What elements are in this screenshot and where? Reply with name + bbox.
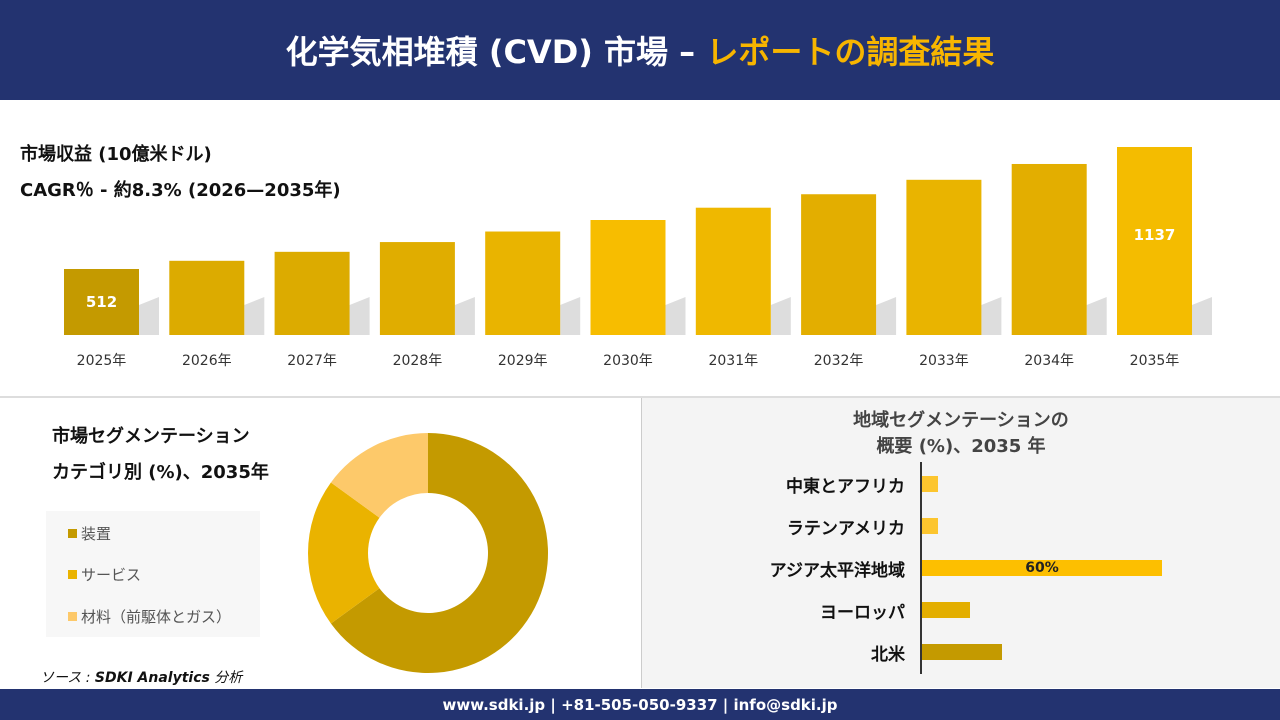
page-title: 化学気相堆積 (CVD) 市場 – (285, 33, 696, 71)
segment-title-line2: カテゴリ別 (%)、2035年 (52, 462, 269, 483)
cagr-text: CAGR％ - 約8.3% (2026—2035年) (20, 180, 341, 201)
donut-legend: 装置 サービス 材料（前駆体とガス） (46, 511, 260, 637)
data-label: 512 (86, 293, 117, 311)
bar-shadow (981, 297, 1002, 335)
x-tick-label: 2033年 (919, 353, 969, 369)
bar-shadow (876, 297, 897, 335)
x-tick-label: 2028年 (393, 353, 443, 369)
bar-shadow (1086, 297, 1107, 335)
region-label: 中東とアフリカ (786, 477, 905, 497)
bar (590, 220, 666, 335)
revenue-title: 市場収益 (10億米ドル) (20, 144, 212, 165)
bar (485, 231, 561, 335)
bar-shadow (770, 297, 791, 335)
legend-item: 材料（前駆体とガス） (68, 606, 231, 627)
region-label: アジア太平洋地域 (769, 561, 905, 581)
donut-slice (330, 433, 428, 518)
x-tick-label: 2026年 (182, 353, 232, 369)
bar (379, 242, 455, 335)
category-donut-chart: 65% (308, 433, 560, 673)
legend-label: 材料（前駆体とガス） (81, 608, 232, 626)
x-tick-label: 2035年 (1130, 353, 1180, 369)
bar-shadow (454, 297, 475, 335)
divider (0, 396, 1280, 398)
region-bar (922, 518, 938, 534)
donut-slice (308, 482, 380, 624)
legend-item: 装置 (68, 523, 111, 544)
header-banner: 化学気相堆積 (CVD) 市場 – レポートの調査結果 (0, 0, 1280, 100)
bar (64, 269, 139, 335)
x-tick-label: 2025年 (77, 353, 127, 369)
x-tick-label: 2027年 (287, 353, 337, 369)
x-tick-label: 2030年 (603, 353, 653, 369)
bar-shadow (244, 297, 265, 335)
bar (1011, 163, 1087, 335)
x-tick-label: 2032年 (814, 353, 864, 369)
bar-shadow (349, 297, 370, 335)
region-label: ヨーロッパ (820, 603, 905, 623)
region-label: ラテンアメリカ (786, 519, 905, 539)
footer-contact: www.sdki.jp | +81-505-050-9337 | info@sd… (0, 689, 1280, 720)
region-axis (920, 462, 922, 674)
region-label: 北米 (871, 645, 905, 665)
region-bar (922, 602, 970, 618)
data-label: 65% (551, 577, 560, 593)
source-note: ソース : SDKI Analytics 分析 (40, 670, 243, 686)
bar-shadow (139, 297, 159, 335)
region-bar: 60% (922, 560, 1162, 576)
legend-item: サービス (68, 564, 141, 585)
legend-swatch (68, 570, 77, 579)
region-bar (922, 644, 1002, 660)
region-panel: 地域セグメンテーションの 概要 (%)、2035 年 (641, 398, 1280, 688)
bar-shadow (1192, 297, 1212, 335)
bar-shadow (665, 297, 686, 335)
legend-swatch (68, 529, 77, 538)
x-tick-label: 2031年 (708, 353, 758, 369)
region-title-line2: 概要 (%)、2035 年 (876, 436, 1046, 457)
legend-label: サービス (81, 566, 142, 584)
page-title-accent: レポートの調査結果 (706, 33, 995, 71)
bar (274, 251, 350, 335)
legend-label: 装置 (81, 525, 112, 543)
bar (801, 194, 877, 335)
bar (695, 207, 771, 335)
segment-title-line1: 市場セグメンテーション (52, 426, 250, 447)
x-tick-label: 2029年 (498, 353, 548, 369)
donut-slice (330, 433, 548, 673)
bar (906, 179, 982, 335)
data-label: 1137 (1134, 226, 1176, 244)
bar (1117, 147, 1192, 335)
region-title-line1: 地域セグメンテーションの (853, 410, 1069, 431)
legend-swatch (68, 612, 77, 621)
revenue-bar-chart: 2025年 512 2026年 2027年 2028年 2029年 2030年 2031年 20… (64, 147, 1212, 369)
x-tick-label: 2034年 (1024, 353, 1074, 369)
region-bar (922, 476, 938, 492)
bar (169, 260, 245, 335)
bar-shadow (560, 297, 581, 335)
